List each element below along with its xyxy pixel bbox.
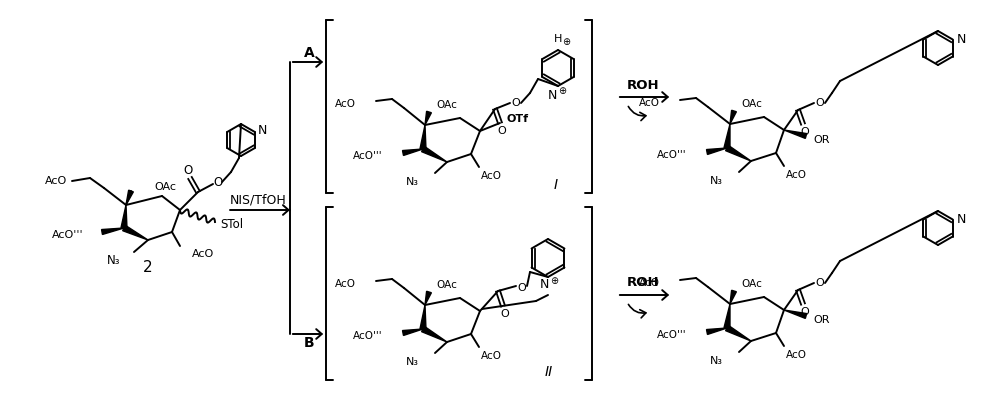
Polygon shape [726,325,751,341]
Polygon shape [707,148,727,154]
Text: AcO: AcO [639,98,660,108]
Text: N: N [547,89,557,102]
Text: O: O [498,126,506,136]
Text: N₃: N₃ [406,177,419,187]
Text: ROH: ROH [627,277,659,290]
Text: ⊕: ⊕ [562,37,570,47]
Text: A: A [304,46,314,60]
Polygon shape [102,228,124,234]
Text: O: O [518,283,526,293]
Text: O: O [213,175,223,188]
Text: OAc: OAc [742,279,762,289]
Text: OR: OR [814,135,830,145]
Text: B: B [304,336,314,350]
Polygon shape [730,290,736,304]
Text: AcO''': AcO''' [52,230,84,240]
Text: N₃: N₃ [710,356,723,366]
Text: O: O [512,98,520,108]
Text: O: O [816,278,824,288]
Text: I: I [554,178,558,192]
Text: N₃: N₃ [710,176,723,186]
Text: H: H [554,34,562,44]
Text: 2: 2 [143,260,153,275]
Text: O: O [183,164,193,177]
Text: OAc: OAc [154,182,176,192]
Polygon shape [784,310,807,318]
Text: OAc: OAc [742,99,762,109]
Text: O: O [816,98,824,108]
Text: AcO: AcO [335,279,356,289]
Polygon shape [726,145,751,161]
Text: N₃: N₃ [406,357,419,367]
Text: STol: STol [220,217,244,230]
Polygon shape [425,291,431,305]
Polygon shape [707,328,727,335]
Polygon shape [121,205,127,228]
Polygon shape [123,225,148,240]
Polygon shape [422,326,447,342]
Text: ROH: ROH [627,78,659,91]
Text: OTf: OTf [507,114,529,124]
Text: N: N [539,279,549,292]
Polygon shape [730,110,736,124]
Text: AcO''': AcO''' [353,151,383,161]
Text: O: O [801,307,809,317]
Text: AcO: AcO [480,171,502,181]
Text: AcO: AcO [335,99,356,109]
Text: N: N [957,213,966,226]
Text: N: N [957,33,966,46]
Text: ⊕: ⊕ [550,276,558,286]
Polygon shape [126,190,133,205]
Text: AcO''': AcO''' [657,330,687,340]
Polygon shape [422,146,447,162]
Polygon shape [403,149,423,156]
Text: N: N [258,123,268,136]
Text: AcO: AcO [786,350,806,360]
Polygon shape [425,111,431,125]
Text: ⊕: ⊕ [558,86,566,96]
Text: II: II [545,365,553,379]
Text: OR: OR [814,315,830,325]
Polygon shape [784,130,807,138]
Text: OAc: OAc [437,100,457,110]
Polygon shape [724,304,730,328]
Text: AcO''': AcO''' [353,331,383,341]
Polygon shape [403,329,423,335]
Polygon shape [724,124,730,149]
Text: AcO: AcO [45,176,67,186]
Text: AcO: AcO [480,351,502,361]
Text: OAc: OAc [437,280,457,290]
Polygon shape [420,305,426,329]
Text: AcO''': AcO''' [657,150,687,160]
Text: AcO: AcO [639,278,660,288]
Text: O: O [801,127,809,137]
Text: AcO: AcO [192,249,214,259]
Text: NIS/TfOH: NIS/TfOH [230,193,286,206]
Text: O: O [501,309,509,319]
Polygon shape [420,125,426,149]
Text: AcO: AcO [786,170,806,180]
Text: N₃: N₃ [106,253,120,266]
